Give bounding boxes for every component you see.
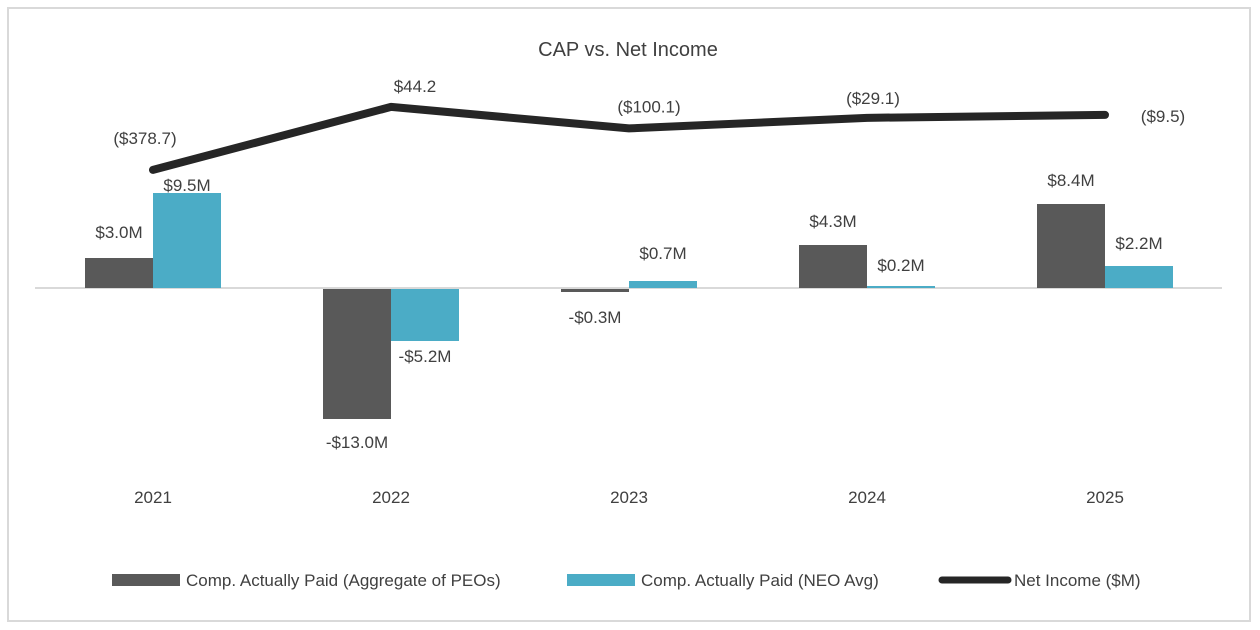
bar-neo-2022 xyxy=(391,289,459,341)
x-axis-ticks: 2021 2022 2023 2024 2025 xyxy=(134,488,1124,507)
legend-swatch-peo xyxy=(112,574,180,586)
legend-label-neo: Comp. Actually Paid (NEO Avg) xyxy=(641,571,879,590)
data-label-neo-2023: $0.7M xyxy=(639,244,686,263)
bar-neo-2023 xyxy=(629,281,697,288)
bar-neo-2021 xyxy=(153,193,221,288)
data-label-peo-2025: $8.4M xyxy=(1047,171,1094,190)
x-tick-2025: 2025 xyxy=(1086,488,1124,507)
net-income-line-group xyxy=(149,102,1109,174)
legend-item-peo[interactable]: Comp. Actually Paid (Aggregate of PEOs) xyxy=(112,571,501,590)
legend-label-peo: Comp. Actually Paid (Aggregate of PEOs) xyxy=(186,571,501,590)
data-label-net-income-2021: ($378.7) xyxy=(113,129,176,148)
data-label-net-income-2025: ($9.5) xyxy=(1141,107,1185,126)
bar-labels-group: $3.0M $9.5M -$13.0M -$5.2M -$0.3M $0.7M $4.3M $… xyxy=(95,171,1162,452)
legend-item-neo[interactable]: Comp. Actually Paid (NEO Avg) xyxy=(567,571,879,590)
bar-neo-2025 xyxy=(1105,266,1173,288)
data-label-neo-2022: -$5.2M xyxy=(399,347,452,366)
legend-item-net-income[interactable]: Net Income ($M) xyxy=(938,571,1141,590)
bars-group xyxy=(85,193,1173,419)
legend-label-net-income: Net Income ($M) xyxy=(1014,571,1141,590)
net-income-line xyxy=(149,102,1109,174)
x-tick-2023: 2023 xyxy=(610,488,648,507)
data-label-net-income-2022: $44.2 xyxy=(394,77,437,96)
legend-swatch-neo xyxy=(567,574,635,586)
x-tick-2024: 2024 xyxy=(848,488,886,507)
x-tick-2021: 2021 xyxy=(134,488,172,507)
chart-frame xyxy=(7,7,1251,622)
data-label-peo-2023: -$0.3M xyxy=(569,308,622,327)
legend: Comp. Actually Paid (Aggregate of PEOs) … xyxy=(112,571,1141,590)
data-label-neo-2021: $9.5M xyxy=(163,176,210,195)
data-label-neo-2024: $0.2M xyxy=(877,256,924,275)
data-label-peo-2024: $4.3M xyxy=(809,212,856,231)
bar-peo-2022 xyxy=(323,289,391,419)
net-income-labels-group: ($378.7) $44.2 ($100.1) ($29.1) ($9.5) xyxy=(113,77,1185,148)
data-label-peo-2021: $3.0M xyxy=(95,223,142,242)
bar-peo-2025 xyxy=(1037,204,1105,288)
data-label-net-income-2023: ($100.1) xyxy=(617,97,680,116)
chart-title: CAP vs. Net Income xyxy=(538,39,718,61)
data-label-net-income-2024: ($29.1) xyxy=(846,89,900,108)
data-label-peo-2022: -$13.0M xyxy=(326,433,388,452)
bar-peo-2021 xyxy=(85,258,153,288)
x-tick-2022: 2022 xyxy=(372,488,410,507)
bar-peo-2024 xyxy=(799,245,867,288)
bar-peo-2023 xyxy=(561,289,629,292)
bar-neo-2024 xyxy=(867,286,935,288)
data-label-neo-2025: $2.2M xyxy=(1115,234,1162,253)
